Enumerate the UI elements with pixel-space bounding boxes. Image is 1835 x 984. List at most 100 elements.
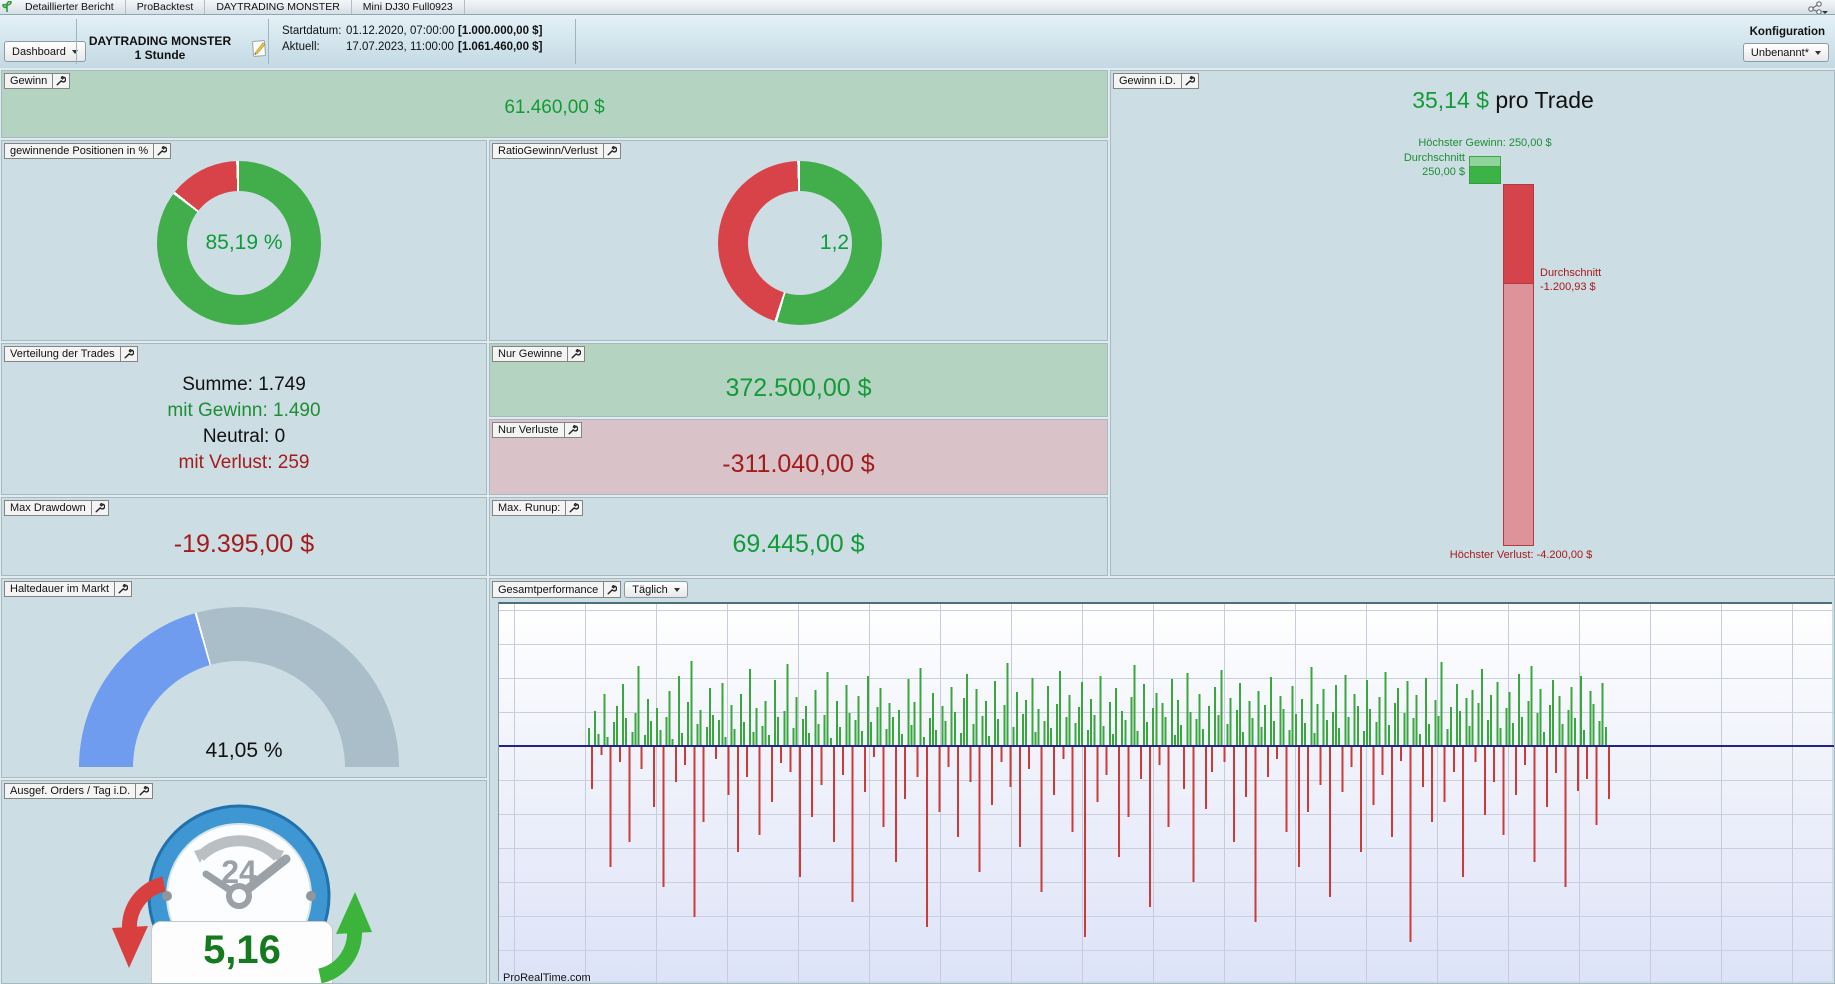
panel-max-runup-label: Max. Runup: xyxy=(492,500,567,516)
pencil-icon[interactable] xyxy=(248,38,270,60)
chevron-down-icon xyxy=(673,587,680,592)
toolbar-separator xyxy=(575,19,576,64)
period-select-value: Täglich xyxy=(632,583,668,596)
strategy-name: DAYTRADING MONSTER xyxy=(88,34,232,48)
panel-verteilung-label: Verteilung der Trades xyxy=(4,346,121,362)
trades-with-gain: mit Gewinn: 1.490 xyxy=(167,400,321,421)
panel-gesamtperformance: Gesamtperformance Täglich ProRealTime.co… xyxy=(489,578,1835,984)
toolbar-separator xyxy=(268,19,269,64)
tab-bar: Detaillierter Bericht ProBacktest DAYTRA… xyxy=(0,0,1835,15)
gewinn-value: 61.460,00 $ xyxy=(504,97,605,118)
avg-loss-value: -1.200,93 $ xyxy=(1540,280,1596,293)
ratio-value: 1,2 xyxy=(819,231,850,254)
performance-histogram-chart: ProRealTime.com xyxy=(498,602,1834,984)
max-gain-annotation: Höchster Gewinn: 250,00 $ xyxy=(1418,137,1552,149)
tab-label: Mini DJ30 Full0923 xyxy=(362,1,453,13)
panel-nur-verluste: Nur Verluste -311.040,00 $ xyxy=(489,419,1108,495)
settings-wrench-button[interactable] xyxy=(115,581,133,597)
panel-winning-positions-label: gewinnende Positionen in % xyxy=(4,143,155,159)
panel-haltedauer: Haltedauer im Markt 41,05 % xyxy=(1,578,487,778)
settings-wrench-button[interactable] xyxy=(603,143,621,159)
panel-orders-label: Ausgef. Orders / Tag i.D. xyxy=(4,783,137,799)
gain-bar-avg-segment xyxy=(1469,167,1501,184)
panel-max-runup: Max. Runup: 69.445,00 $ xyxy=(489,497,1108,576)
max-loss-annotation: Höchster Verlust: -4.200,00 $ xyxy=(1449,549,1593,561)
tab-mini-dj30[interactable]: Mini DJ30 Full0923 xyxy=(352,0,465,14)
avg-gain-value: 250,00 $ xyxy=(1422,165,1465,178)
konfiguration-select[interactable]: Unbenannt* xyxy=(1742,43,1829,62)
start-label: Startdatum: xyxy=(282,25,342,37)
settings-wrench-button[interactable] xyxy=(1181,73,1199,89)
period-select[interactable]: Täglich xyxy=(624,581,688,598)
start-datetime: 01.12.2020, 07:00:00 xyxy=(346,25,455,37)
settings-wrench-button[interactable] xyxy=(604,581,622,598)
settings-wrench-button[interactable] xyxy=(568,346,586,362)
dashboard-select-value: Dashboard xyxy=(12,45,66,58)
panel-ratio: RatioGewinn/Verlust 1,2 xyxy=(489,140,1108,341)
settings-wrench-button[interactable] xyxy=(564,422,582,438)
start-row: Startdatum: 01.12.2020, 07:00:00 [1.000.00… xyxy=(282,25,542,37)
panel-gewinn-id-label: Gewinn i.D. xyxy=(1113,73,1182,89)
panel-gewinn-label: Gewinn xyxy=(4,73,54,89)
avg-gain-label: Durchschnitt xyxy=(1403,152,1465,164)
panel-ratio-label: RatioGewinn/Verlust xyxy=(492,143,604,159)
trades-neutral: Neutral: 0 xyxy=(202,426,286,447)
toolbar: Dashboard DAYTRADING MONSTER 1 Stunde St… xyxy=(0,15,1835,68)
avg-loss-label: Durchschnitt xyxy=(1540,267,1602,279)
dashboard-select[interactable]: Dashboard xyxy=(4,41,86,62)
trades-with-loss: mit Verlust: 259 xyxy=(178,452,310,473)
loss-bar-avg-segment xyxy=(1503,184,1534,284)
settings-wrench-button[interactable] xyxy=(120,346,138,362)
panel-nur-verluste-label: Nur Verluste xyxy=(492,422,565,438)
max-runup-value: 69.445,00 $ xyxy=(732,530,865,558)
panel-winning-positions: gewinnende Positionen in % 85,19 % xyxy=(1,140,487,341)
panel-gesamtperformance-label: Gesamtperformance xyxy=(492,581,605,598)
orders-value-box: 5,16 xyxy=(151,921,333,983)
konfiguration-label: Konfiguration xyxy=(1749,26,1825,38)
panel-verteilung: Verteilung der Trades Summe: 1.749 mit G… xyxy=(1,343,487,495)
nur-gewinne-value: 372.500,00 $ xyxy=(725,374,872,402)
up-down-arrows-icon xyxy=(112,876,372,983)
settings-wrench-button[interactable] xyxy=(566,500,584,516)
strategy-timeframe: 1 Stunde xyxy=(134,48,186,62)
settings-wrench-button[interactable] xyxy=(136,783,154,799)
winning-positions-value: 85,19 % xyxy=(205,231,283,254)
start-amount: [1.000.000,00 $] xyxy=(458,25,543,37)
tab-label: DAYTRADING MONSTER xyxy=(216,1,340,13)
tab-label: Detaillierter Bericht xyxy=(25,1,114,13)
current-label: Aktuell: xyxy=(282,41,320,53)
avg-per-trade-suffix: pro Trade xyxy=(1495,87,1594,113)
toolbar-separator xyxy=(76,19,77,64)
panel-nur-gewinne-label: Nur Gewinne xyxy=(492,346,569,362)
max-drawdown-value: -19.395,00 $ xyxy=(173,530,315,558)
haltedauer-value: 41,05 % xyxy=(205,739,283,762)
strategy-title: DAYTRADING MONSTER 1 Stunde xyxy=(80,34,240,62)
settings-wrench-button[interactable] xyxy=(91,500,109,516)
tab-probacktest[interactable]: ProBacktest xyxy=(126,0,206,14)
tab-label: ProBacktest xyxy=(136,1,194,13)
panel-nur-gewinne: Nur Gewinne 372.500,00 $ xyxy=(489,343,1108,417)
current-row: Aktuell: 17.07.2023, 11:00:00 [1.061.460,0… xyxy=(282,41,542,53)
panel-max-drawdown-label: Max Drawdown xyxy=(4,500,92,516)
tab-daytrading-monster[interactable]: DAYTRADING MONSTER xyxy=(205,0,352,14)
nur-verluste-value: -311.040,00 $ xyxy=(722,450,875,478)
orders-per-day-value: 5,16 xyxy=(203,928,281,972)
histogram-svg xyxy=(499,604,1834,983)
panel-gewinn-id: Gewinn i.D. 35,14 $ pro Trade Höchster G… xyxy=(1110,70,1835,576)
current-datetime: 17.07.2023, 11:00:00 xyxy=(346,41,454,53)
panel-orders: Ausgef. Orders / Tag i.D. 24 5,16 xyxy=(1,780,487,984)
chevron-down-icon xyxy=(71,49,78,54)
tab-detaillierter-bericht[interactable]: Detaillierter Bericht xyxy=(14,0,126,14)
share-icon[interactable] xyxy=(1807,0,1829,14)
avg-per-trade-headline: 35,14 $ pro Trade xyxy=(1303,87,1703,114)
panel-max-drawdown: Max Drawdown -19.395,00 $ xyxy=(1,497,487,576)
settings-wrench-button[interactable] xyxy=(154,143,172,159)
watermark: ProRealTime.com xyxy=(503,972,591,984)
panel-gewinn: Gewinn 61.460,00 $ xyxy=(1,70,1108,138)
gain-bar-light-segment xyxy=(1469,156,1501,167)
konfiguration-select-value: Unbenannt* xyxy=(1750,46,1809,59)
chevron-down-icon xyxy=(1815,50,1821,55)
trades-total: Summe: 1.749 xyxy=(182,374,306,395)
settings-wrench-button[interactable] xyxy=(53,73,71,89)
